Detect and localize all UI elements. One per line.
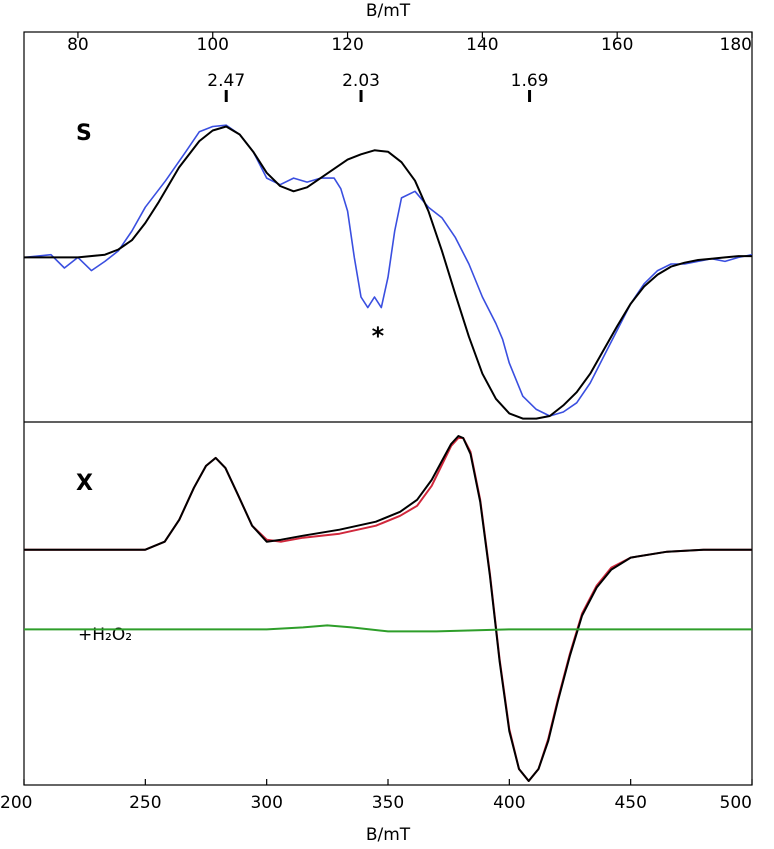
top-tick-label: 100 — [197, 35, 229, 55]
x-series-line-0 — [24, 437, 752, 782]
bottom-axis-ticks: 200 250 300 350 400 450 500 — [0, 779, 753, 813]
top-tick-label: 120 — [331, 35, 363, 55]
bottom-axis-label: B/mT — [366, 825, 411, 845]
top-tick-label: 80 — [67, 35, 89, 55]
panel-s-series — [23, 124, 753, 420]
bottom-tick-label: 450 — [614, 793, 646, 813]
bottom-tick-label: 300 — [250, 793, 282, 813]
top-tick-label: 160 — [601, 35, 633, 55]
bottom-tick-label: 500 — [720, 793, 752, 813]
asterisk-annotation: * — [372, 322, 385, 350]
g-marker-tick — [224, 90, 228, 102]
x-series-line-2 — [24, 624, 752, 633]
x-series-line-1 — [24, 435, 752, 782]
g-marker-label: 2.03 — [342, 71, 380, 91]
bottom-tick-label: 200 — [0, 793, 32, 813]
h2o2-label: +H₂O₂ — [78, 625, 132, 645]
top-axis-label: B/mT — [366, 1, 411, 21]
bottom-tick-label: 400 — [493, 793, 525, 813]
g-marker-label: 1.69 — [511, 71, 549, 91]
bottom-tick-label: 250 — [129, 793, 161, 813]
s-series-line-0 — [23, 124, 753, 417]
panel-s-annotations: * — [372, 322, 385, 350]
plot-frame — [23, 31, 753, 786]
panel-label-x: X — [76, 471, 93, 496]
g-value-markers: 2.47 2.03 1.69 — [207, 71, 548, 102]
g-marker-tick — [359, 90, 363, 102]
g-marker-label: 2.47 — [207, 71, 245, 91]
top-tick-label: 140 — [466, 35, 498, 55]
g-marker-tick — [528, 90, 532, 102]
top-axis-ticks: 80 100 120 140 160 180 — [67, 32, 753, 55]
top-tick-label: 180 — [720, 35, 752, 55]
panel-label-s: S — [76, 121, 92, 146]
bottom-tick-label: 350 — [372, 793, 404, 813]
s-series-line-1 — [24, 125, 752, 420]
panel-x-series — [24, 435, 752, 782]
